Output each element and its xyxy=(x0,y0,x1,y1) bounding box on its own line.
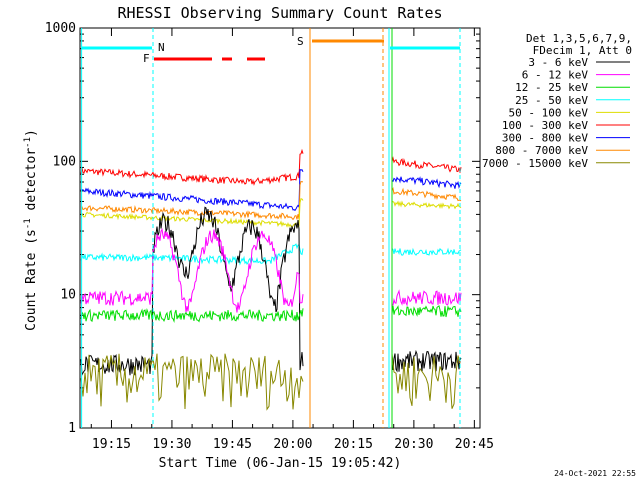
legend-label-8: 7000 - 15000 keV xyxy=(482,157,588,170)
x-tick-label: 19:45 xyxy=(213,437,252,452)
x-tick-label: 20:15 xyxy=(334,437,373,452)
legend-label-1: 6 - 12 keV xyxy=(522,69,589,82)
series-50-100kev-line xyxy=(391,200,462,210)
legend-label-2: 12 - 25 keV xyxy=(515,81,588,94)
timestamp: 24-Oct-2021 22:55 xyxy=(554,469,636,478)
series-3-6kev-line xyxy=(391,349,462,373)
y-axis-label-end: ) xyxy=(24,129,39,137)
y-axis-label-mid: detector xyxy=(24,148,39,219)
series-12-25kev-line xyxy=(80,307,304,324)
legend-header-2: FDecim 1, Att 0 xyxy=(533,44,632,57)
plot-area: 1 10 100 1000 19:15 19:30 19:45 20:00 20:15 20:30… xyxy=(45,21,494,452)
series-800-7000kev-line xyxy=(80,180,304,221)
series-100-300kev-line xyxy=(80,148,304,186)
legend: Det 1,3,5,6,7,9, FDecim 1, Att 0 3 - 6 k… xyxy=(482,32,632,170)
x-tick-label: 20:30 xyxy=(394,437,433,452)
y-tick-label: 10 xyxy=(60,288,76,303)
y-tick-label: 100 xyxy=(53,154,76,169)
legend-label-6: 300 - 800 keV xyxy=(502,132,588,145)
series-6-12kev-line xyxy=(391,289,462,307)
x-tick-label: 19:15 xyxy=(92,437,131,452)
legend-label-0: 3 - 6 keV xyxy=(528,56,588,69)
saa-annotation-label: S xyxy=(297,35,304,48)
legend-label-7: 800 - 7000 keV xyxy=(495,144,588,157)
series-100-300kev-line xyxy=(391,156,462,173)
y-axis-label: Count Rate (s-1 detector-1) xyxy=(23,129,39,331)
flare-annotation-label: F xyxy=(143,52,150,65)
series-7000-15000kev-line xyxy=(80,353,304,411)
series-50-100kev-line xyxy=(80,198,304,228)
series-12-25kev-line xyxy=(391,304,462,318)
series-25-50kev-line xyxy=(80,243,304,266)
night-annotation-label: N xyxy=(158,41,165,54)
legend-label-3: 25 - 50 keV xyxy=(515,94,588,107)
x-axis-label: Start Time (06-Jan-15 19:05:42) xyxy=(159,456,402,471)
series-3-6kev-line xyxy=(80,206,304,377)
legend-label-5: 100 - 300 keV xyxy=(502,119,588,132)
series-300-800kev-line xyxy=(80,168,304,212)
legend-header-1: Det 1,3,5,6,7,9, xyxy=(526,32,632,45)
series-25-50kev-line xyxy=(391,247,462,256)
x-tick-label: 20:45 xyxy=(455,437,494,452)
y-axis-label-sup2: -1 xyxy=(23,137,33,148)
x-tick-label: 20:00 xyxy=(273,437,312,452)
series-300-800kev-line xyxy=(391,176,462,189)
chart-title: RHESSI Observing Summary Count Rates xyxy=(117,4,442,22)
legend-label-4: 50 - 100 keV xyxy=(509,106,589,119)
y-tick-label: 1 xyxy=(68,421,76,436)
y-tick-label: 1000 xyxy=(45,21,76,36)
series-800-7000kev-line xyxy=(391,186,462,202)
y-axis-label-main: Count Rate (s xyxy=(24,229,39,331)
series-6-12kev-line xyxy=(80,228,304,313)
plot-frame xyxy=(79,27,481,429)
series-7000-15000kev-line xyxy=(391,353,461,409)
x-tick-label: 19:30 xyxy=(152,437,191,452)
y-axis-label-sup1: -1 xyxy=(23,218,33,229)
